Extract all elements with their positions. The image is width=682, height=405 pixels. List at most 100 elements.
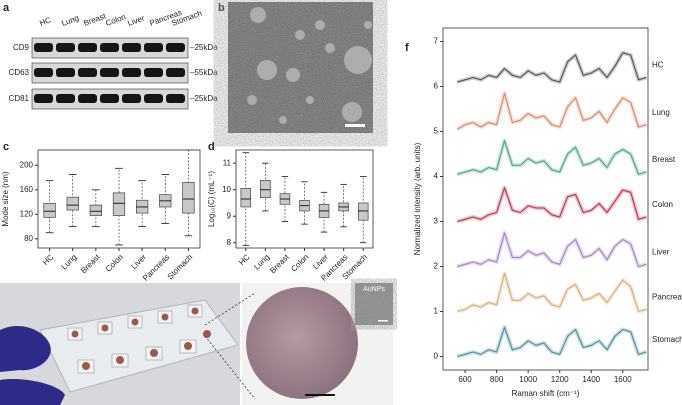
spectrum [457, 272, 647, 313]
band-name: CD81 [9, 94, 30, 103]
y-tick-label: 80 [24, 234, 33, 243]
x-tick-label: 800 [490, 375, 504, 384]
spectrum [457, 326, 647, 358]
y-tick-label: 120 [20, 209, 34, 218]
blot-band [166, 94, 185, 103]
series-label: Breast [652, 155, 676, 164]
blot-band [144, 43, 163, 52]
x-tick-label: Breast [268, 252, 291, 275]
y-tick-label: 4 [434, 172, 439, 181]
blot-band [122, 68, 141, 77]
blot-band [144, 68, 163, 77]
x-tick-label: 1200 [551, 375, 569, 384]
y-axis-label: Log₁₀(C) (mL⁻¹) [207, 171, 216, 227]
panel-label: a [3, 2, 10, 14]
x-tick-label: Colon [104, 253, 125, 274]
band-name: CD63 [9, 68, 30, 77]
blot-band [122, 43, 141, 52]
band-size: –25kDa [190, 43, 218, 52]
box [260, 180, 271, 199]
box [182, 182, 195, 214]
y-tick-label: 11 [223, 158, 232, 167]
x-tick-label: Breast [79, 252, 102, 275]
panel-label: d [208, 141, 215, 153]
box [240, 188, 252, 208]
blot-band [100, 68, 119, 77]
x-axis-label: Raman shift (cm⁻¹) [512, 389, 580, 398]
chip-photo [0, 283, 240, 405]
blot-band [122, 94, 141, 103]
box [66, 196, 79, 211]
lane-label: Colon [104, 12, 127, 28]
y-tick-label: 160 [20, 185, 34, 194]
blot-band [56, 43, 75, 52]
band-size: –25kDa [190, 94, 218, 103]
spectrum [457, 232, 647, 268]
x-tick-label: Colon [289, 253, 310, 274]
x-tick-label: Lung [60, 253, 79, 272]
inset-label: AuNPs [363, 286, 385, 293]
panel-label: c [3, 141, 9, 153]
x-tick-label: 1000 [519, 375, 537, 384]
series-label: Lung [652, 108, 670, 117]
spectrum-band [456, 271, 647, 314]
blot-band [78, 43, 97, 52]
y-axis-label: Normalized intensity (arb. units) [413, 142, 422, 255]
blot-band [56, 68, 75, 77]
spectrum [456, 92, 647, 130]
y-tick-label: 1 [434, 307, 439, 316]
x-tick-label: 1400 [582, 375, 600, 384]
band-name: CD9 [13, 43, 30, 52]
blot-band [34, 94, 53, 103]
box [112, 192, 126, 216]
x-tick-label: HC [237, 252, 252, 267]
blot-band [34, 43, 53, 52]
au-film-photo [204, 283, 393, 405]
series-label: Stomach [652, 335, 682, 344]
panel-label: f [405, 42, 409, 54]
blot-band [78, 68, 97, 77]
y-tick-label: 2 [434, 262, 439, 271]
y-tick-label: 5 [434, 127, 439, 136]
band-size: –55kDa [190, 68, 218, 77]
blot-band [100, 43, 119, 52]
spectrum [457, 52, 647, 83]
series-label: Colon [652, 200, 673, 209]
x-tick-label: Liver [129, 252, 148, 271]
y-tick-label: 9 [227, 211, 232, 220]
x-tick-label: HC [41, 252, 56, 267]
lane-label: Liver [126, 13, 146, 28]
panel-label: b [218, 2, 225, 14]
tem-image [228, 2, 373, 133]
y-tick-label: 200 [20, 160, 34, 169]
series-label: Pancreas [652, 292, 682, 301]
x-tick-label: Stomach [166, 253, 195, 282]
sem-inset: AuNPs [355, 283, 393, 325]
blot-band [34, 68, 53, 77]
series-label: Liver [652, 247, 670, 256]
y-axis-label: Mode size (nm) [1, 171, 10, 226]
box [43, 202, 56, 218]
blot-band [166, 43, 185, 52]
y-tick-label: 3 [434, 217, 439, 226]
blot-band [100, 94, 119, 103]
blot-band [56, 94, 75, 103]
y-tick-label: 6 [434, 82, 439, 91]
x-tick-label: 600 [458, 375, 472, 384]
box [89, 204, 102, 216]
box [357, 202, 369, 221]
blot-band [144, 94, 163, 103]
y-tick-label: 10 [222, 185, 231, 194]
x-tick-label: 1600 [614, 375, 632, 384]
blot-band [166, 68, 185, 77]
blot-band [78, 94, 97, 103]
y-tick-label: 8 [227, 238, 232, 247]
y-tick-label: 7 [434, 37, 439, 46]
spectrum [457, 139, 647, 175]
lane-label: Lung [60, 13, 80, 28]
series-label: HC [652, 61, 664, 70]
plot-frame [442, 27, 649, 371]
y-tick-label: 0 [434, 352, 439, 361]
